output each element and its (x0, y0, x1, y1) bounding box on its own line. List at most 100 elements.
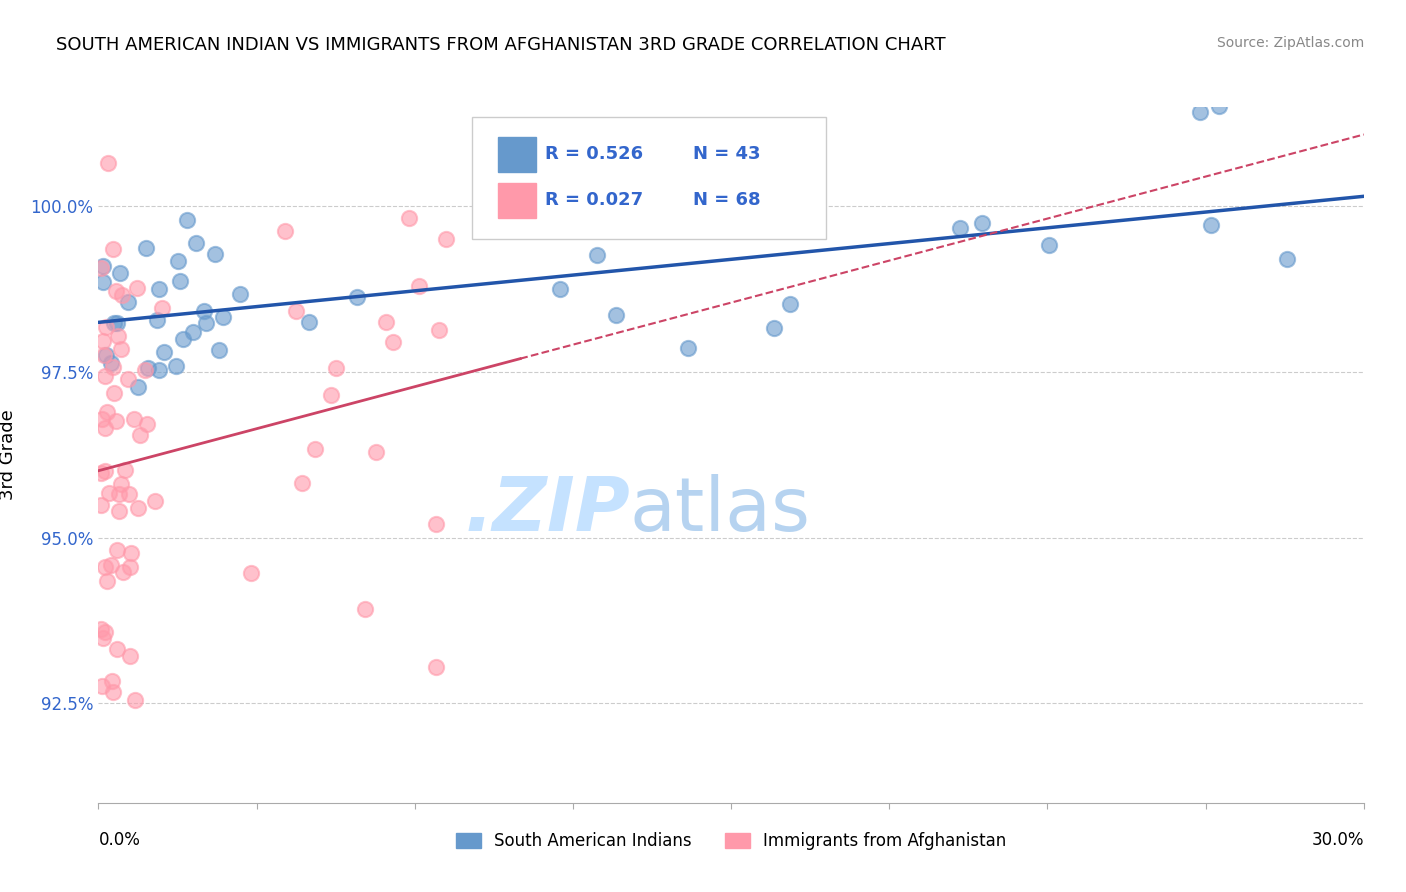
Point (117, 372, 139, 386)
Point (111, 288, 134, 302)
Point (585, 248, 607, 262)
Point (366, 445, 388, 459)
Point (204, 247, 226, 261)
Point (105, 317, 128, 331)
Point (103, 385, 125, 400)
Text: SOUTH AMERICAN INDIAN VS IMMIGRANTS FROM AFGHANISTAN 3RD GRADE CORRELATION CHART: SOUTH AMERICAN INDIAN VS IMMIGRANTS FROM… (56, 36, 946, 54)
Point (112, 565, 135, 579)
Point (1188, 105, 1211, 120)
Y-axis label: 3rd Grade: 3rd Grade (0, 409, 17, 500)
Point (148, 282, 170, 296)
Point (304, 442, 326, 456)
Text: atlas: atlas (630, 474, 811, 547)
FancyBboxPatch shape (498, 183, 536, 218)
Point (108, 504, 131, 518)
Point (346, 290, 368, 304)
Point (135, 417, 157, 432)
Point (127, 500, 149, 515)
Point (108, 487, 131, 501)
Point (91, 275, 114, 289)
Point (153, 344, 176, 359)
Point (124, 692, 146, 706)
Point (91, 259, 114, 273)
Point (949, 221, 972, 235)
Point (240, 566, 263, 580)
Point (91, 412, 114, 426)
Point (93, 348, 115, 362)
FancyBboxPatch shape (498, 137, 536, 172)
Point (398, 211, 420, 226)
Point (101, 242, 124, 256)
Point (972, 216, 994, 230)
Point (100, 356, 122, 370)
Text: R = 0.526: R = 0.526 (546, 145, 643, 162)
Point (172, 332, 194, 346)
FancyBboxPatch shape (471, 118, 825, 239)
Point (94, 420, 117, 434)
Point (118, 560, 141, 574)
Point (1275, 252, 1298, 267)
Point (90, 498, 112, 512)
Point (762, 321, 785, 335)
Point (93, 464, 115, 478)
Point (91, 679, 114, 693)
Point (108, 266, 131, 280)
Point (145, 312, 167, 326)
Point (548, 282, 571, 296)
Point (375, 315, 398, 329)
Legend: South American Indians, Immigrants from Afghanistan: South American Indians, Immigrants from … (449, 826, 1014, 857)
Text: 0.0%: 0.0% (98, 830, 141, 848)
Point (122, 412, 145, 426)
Point (605, 308, 627, 322)
Point (676, 342, 699, 356)
Point (434, 232, 457, 246)
Point (425, 660, 447, 674)
Point (150, 301, 173, 315)
Point (91, 334, 114, 349)
Point (208, 343, 231, 358)
Point (212, 310, 235, 324)
Point (169, 274, 191, 288)
Text: N = 68: N = 68 (693, 191, 761, 209)
Text: R = 0.027: R = 0.027 (546, 191, 643, 209)
Point (94, 624, 117, 639)
Point (354, 602, 377, 616)
Point (325, 360, 347, 375)
Point (1208, 99, 1230, 113)
Point (167, 254, 190, 268)
Point (193, 303, 215, 318)
Point (114, 463, 136, 477)
Point (298, 315, 321, 329)
Point (408, 279, 430, 293)
Point (134, 362, 156, 376)
Point (135, 242, 157, 256)
Point (103, 359, 125, 374)
Point (101, 673, 124, 688)
Point (90, 622, 112, 636)
Point (184, 236, 207, 251)
Text: N = 43: N = 43 (693, 145, 761, 162)
Point (274, 224, 297, 238)
Point (128, 427, 150, 442)
Point (291, 475, 314, 490)
Point (148, 363, 170, 377)
Point (96, 405, 118, 419)
Point (118, 487, 141, 501)
Point (284, 303, 307, 318)
Point (96, 348, 118, 362)
Point (118, 648, 141, 663)
Text: Source: ZipAtlas.com: Source: ZipAtlas.com (1216, 36, 1364, 50)
Point (176, 213, 198, 227)
Point (427, 323, 450, 337)
Point (143, 494, 166, 508)
Point (165, 359, 187, 374)
Point (94, 559, 117, 574)
Point (105, 543, 128, 558)
Point (104, 414, 127, 428)
Point (117, 295, 139, 310)
Point (228, 287, 250, 301)
Point (319, 388, 342, 402)
Point (98, 485, 121, 500)
Point (181, 326, 204, 340)
Point (97, 156, 120, 170)
